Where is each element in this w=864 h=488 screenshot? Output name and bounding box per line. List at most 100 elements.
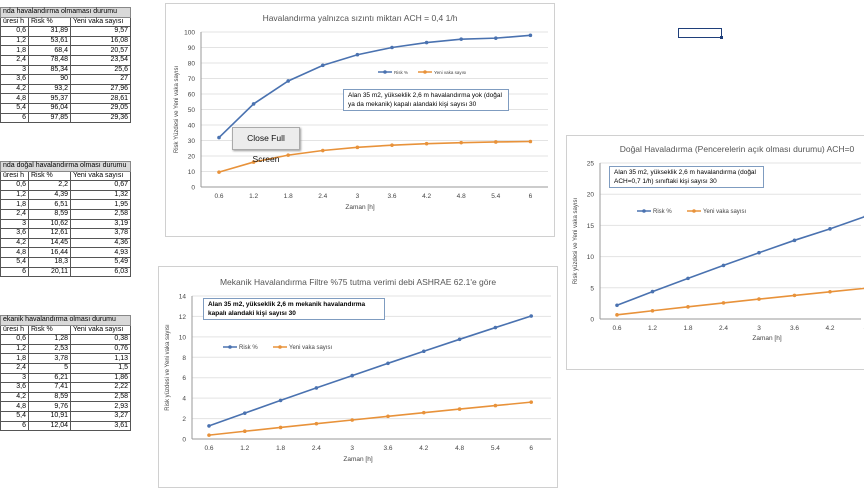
data-point[interactable] bbox=[356, 146, 360, 150]
table-cell[interactable]: 3 bbox=[1, 65, 29, 75]
table-cell[interactable]: 1,95 bbox=[71, 200, 131, 210]
data-point[interactable] bbox=[615, 313, 619, 317]
table-cell[interactable]: 96,04 bbox=[29, 103, 71, 113]
table-cell[interactable]: 16,44 bbox=[29, 248, 71, 258]
data-point[interactable] bbox=[243, 411, 247, 415]
table-cell[interactable]: 85,34 bbox=[29, 65, 71, 75]
table-cell[interactable]: 20,11 bbox=[29, 267, 71, 277]
table-cell[interactable]: 6 bbox=[1, 267, 29, 277]
table-cell[interactable]: 95,37 bbox=[29, 94, 71, 104]
table-cell[interactable]: 2,2 bbox=[29, 181, 71, 191]
table-cell[interactable]: 1,5 bbox=[71, 363, 131, 373]
table-cell[interactable]: 3,6 bbox=[1, 383, 29, 393]
data-point[interactable] bbox=[315, 386, 319, 390]
table-cell[interactable]: 0,67 bbox=[71, 181, 131, 191]
table-cell[interactable]: 3,19 bbox=[71, 219, 131, 229]
table-cell[interactable]: 12,61 bbox=[29, 229, 71, 239]
data-point[interactable] bbox=[425, 41, 429, 45]
data-point[interactable] bbox=[651, 309, 655, 313]
data-point[interactable] bbox=[217, 136, 221, 140]
data-point[interactable] bbox=[686, 305, 690, 309]
table-cell[interactable]: 1,2 bbox=[1, 344, 29, 354]
data-point[interactable] bbox=[286, 153, 290, 157]
table-cell[interactable]: 4,39 bbox=[29, 190, 71, 200]
data-point[interactable] bbox=[350, 374, 354, 378]
table-cell[interactable]: 10,62 bbox=[29, 219, 71, 229]
data-point[interactable] bbox=[529, 140, 533, 144]
data-point[interactable] bbox=[315, 422, 319, 426]
table-cell[interactable]: 2,58 bbox=[71, 392, 131, 402]
table-cell[interactable]: 1,2 bbox=[1, 36, 29, 46]
data-point[interactable] bbox=[459, 37, 463, 41]
table-cell[interactable]: 4,36 bbox=[71, 238, 131, 248]
table-cell[interactable]: 0,6 bbox=[1, 181, 29, 191]
table-cell[interactable]: 1,2 bbox=[1, 190, 29, 200]
table-cell[interactable]: 2,22 bbox=[71, 383, 131, 393]
table-cell[interactable]: 6,21 bbox=[29, 373, 71, 383]
data-point[interactable] bbox=[529, 400, 533, 404]
table-cell[interactable]: 3 bbox=[1, 219, 29, 229]
table-cell[interactable]: 2,58 bbox=[71, 209, 131, 219]
table-cell[interactable]: 4,8 bbox=[1, 248, 29, 258]
data-point[interactable] bbox=[529, 34, 533, 38]
table-cell[interactable]: 90 bbox=[29, 75, 71, 85]
table-cell[interactable]: 23,54 bbox=[71, 55, 131, 65]
table-cell[interactable]: 1,13 bbox=[71, 354, 131, 364]
table-cell[interactable]: 5 bbox=[29, 363, 71, 373]
data-point[interactable] bbox=[651, 290, 655, 294]
table-cell[interactable]: 0,76 bbox=[71, 344, 131, 354]
data-point[interactable] bbox=[422, 349, 426, 353]
table-cell[interactable]: 3 bbox=[1, 373, 29, 383]
table-cell[interactable]: 4,8 bbox=[1, 94, 29, 104]
table-cell[interactable]: 27,96 bbox=[71, 84, 131, 94]
table-cell[interactable]: 93,2 bbox=[29, 84, 71, 94]
data-point[interactable] bbox=[828, 290, 832, 294]
table-cell[interactable]: 1,32 bbox=[71, 190, 131, 200]
data-point[interactable] bbox=[494, 404, 498, 408]
table-cell[interactable]: 2,4 bbox=[1, 55, 29, 65]
data-point[interactable] bbox=[458, 407, 462, 411]
data-point[interactable] bbox=[422, 411, 426, 415]
table-cell[interactable]: 78,48 bbox=[29, 55, 71, 65]
table-cell[interactable]: 3,78 bbox=[71, 229, 131, 239]
table-cell[interactable]: 14,45 bbox=[29, 238, 71, 248]
table-cell[interactable]: 9,76 bbox=[29, 402, 71, 412]
table-cell[interactable]: 1,8 bbox=[1, 200, 29, 210]
table-cell[interactable]: 97,85 bbox=[29, 113, 71, 123]
data-point[interactable] bbox=[207, 424, 211, 428]
table-cell[interactable]: 5,4 bbox=[1, 411, 29, 421]
data-point[interactable] bbox=[243, 429, 247, 433]
selected-shape[interactable] bbox=[678, 28, 722, 38]
data-point[interactable] bbox=[207, 433, 211, 437]
table-cell[interactable]: 25,6 bbox=[71, 65, 131, 75]
table-cell[interactable]: 2,4 bbox=[1, 363, 29, 373]
table-cell[interactable]: 2,4 bbox=[1, 209, 29, 219]
table-cell[interactable]: 5,4 bbox=[1, 257, 29, 267]
data-point[interactable] bbox=[793, 294, 797, 298]
data-point[interactable] bbox=[356, 53, 360, 57]
table-cell[interactable]: 4,2 bbox=[1, 84, 29, 94]
table-cell[interactable]: 12,04 bbox=[29, 421, 71, 431]
data-point[interactable] bbox=[494, 326, 498, 330]
table-cell[interactable]: 27 bbox=[71, 75, 131, 85]
data-point[interactable] bbox=[321, 64, 325, 68]
chart-no-ventilation[interactable]: Havalandırma yalnızca sızıntı miktarı AC… bbox=[165, 3, 555, 237]
table-cell[interactable]: 6,03 bbox=[71, 267, 131, 277]
table-cell[interactable]: 3,61 bbox=[71, 421, 131, 431]
table-cell[interactable]: 3,6 bbox=[1, 229, 29, 239]
data-point[interactable] bbox=[279, 426, 283, 430]
close-full-screen-button[interactable]: Close Full Screen bbox=[232, 127, 300, 150]
table-cell[interactable]: 20,57 bbox=[71, 46, 131, 56]
table-cell[interactable]: 1,28 bbox=[29, 335, 71, 345]
table-cell[interactable]: 4,8 bbox=[1, 402, 29, 412]
table-cell[interactable]: 16,08 bbox=[71, 36, 131, 46]
data-point[interactable] bbox=[252, 102, 256, 106]
table-cell[interactable]: 1,8 bbox=[1, 354, 29, 364]
table-cell[interactable]: 9,57 bbox=[71, 27, 131, 37]
data-point[interactable] bbox=[386, 362, 390, 366]
data-point[interactable] bbox=[757, 251, 761, 255]
data-point[interactable] bbox=[350, 418, 354, 422]
table-cell[interactable]: 5,49 bbox=[71, 257, 131, 267]
table-cell[interactable]: 1,8 bbox=[1, 46, 29, 56]
table-cell[interactable]: 3,6 bbox=[1, 75, 29, 85]
